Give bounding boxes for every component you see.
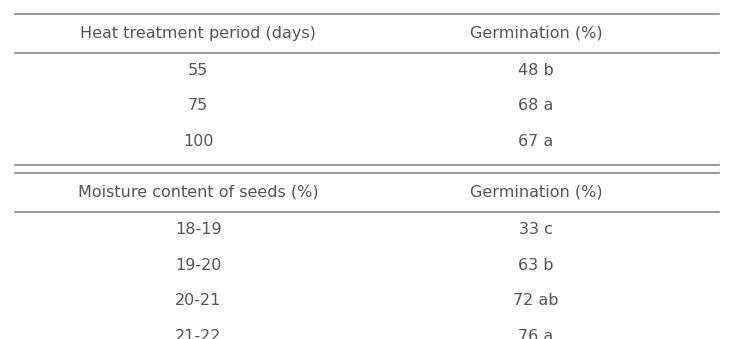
Text: 68 a: 68 a (518, 98, 553, 114)
Text: 67 a: 67 a (518, 134, 553, 149)
Text: 18-19: 18-19 (175, 222, 222, 237)
Text: 21-22: 21-22 (175, 329, 222, 339)
Text: 19-20: 19-20 (175, 258, 222, 273)
Text: Heat treatment period (days): Heat treatment period (days) (80, 25, 316, 41)
Text: 20-21: 20-21 (175, 293, 222, 308)
Text: 48 b: 48 b (518, 63, 553, 78)
Text: 100: 100 (183, 134, 214, 149)
Text: 75: 75 (188, 98, 208, 114)
Text: Germination (%): Germination (%) (470, 185, 602, 200)
Text: 72 ab: 72 ab (513, 293, 559, 308)
Text: Germination (%): Germination (%) (470, 25, 602, 41)
Text: 55: 55 (188, 63, 208, 78)
Text: 76 a: 76 a (518, 329, 553, 339)
Text: Moisture content of seeds (%): Moisture content of seeds (%) (78, 185, 319, 200)
Text: 33 c: 33 c (519, 222, 553, 237)
Text: 63 b: 63 b (518, 258, 553, 273)
